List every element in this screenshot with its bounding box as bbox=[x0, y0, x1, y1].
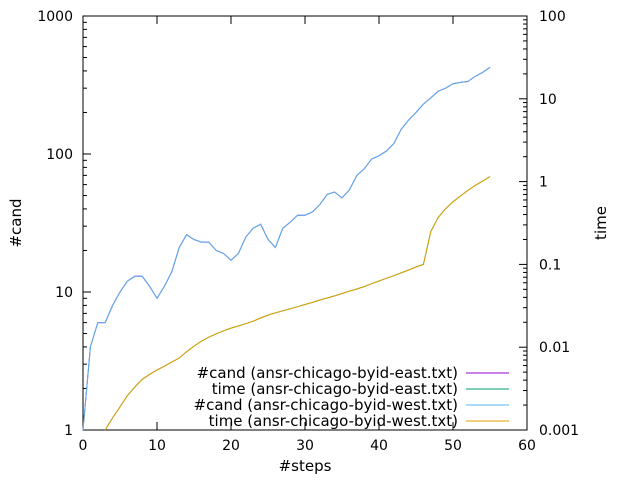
x-tick-label: 60 bbox=[518, 438, 536, 454]
y-axis-title: #cand bbox=[7, 198, 25, 247]
x-tick-label: 50 bbox=[444, 438, 462, 454]
x-tick-label: 10 bbox=[148, 438, 166, 454]
x-tick-label: 30 bbox=[296, 438, 314, 454]
y2-tick-label: 0.01 bbox=[539, 340, 570, 356]
y-tick-label: 1000 bbox=[37, 9, 73, 25]
legend-label: time (ansr-chicago-byid-west.txt) bbox=[209, 412, 458, 430]
y-axis-ticks: 1 10 100 1000 bbox=[37, 9, 91, 439]
y2-axis-ticks: 0.001 0.01 0.1 1 10 100 bbox=[519, 9, 579, 439]
y2-tick-label: 10 bbox=[539, 92, 557, 108]
series-line-2 bbox=[82, 66, 491, 431]
legend-label: #cand (ansr-chicago-byid-east.txt) bbox=[197, 364, 458, 382]
x-axis-ticks: 0 10 20 30 40 50 60 bbox=[79, 16, 536, 454]
y2-tick-label: 1 bbox=[539, 175, 548, 191]
y2-tick-label: 100 bbox=[539, 9, 566, 25]
y-tick-label: 100 bbox=[46, 147, 73, 163]
x-tick-label: 20 bbox=[222, 438, 240, 454]
y2-tick-label: 0.1 bbox=[539, 257, 561, 273]
x-tick-label: 0 bbox=[79, 438, 88, 454]
series-line-3 bbox=[104, 176, 491, 431]
legend-label: #cand (ansr-chicago-byid-west.txt) bbox=[194, 396, 459, 414]
series-lines bbox=[82, 66, 491, 431]
x-tick-label: 40 bbox=[370, 438, 388, 454]
y-tick-label: 10 bbox=[55, 285, 73, 301]
y-tick-label: 1 bbox=[64, 423, 73, 439]
legend-label: time (ansr-chicago-byid-east.txt) bbox=[212, 380, 458, 398]
y2-axis-title: time bbox=[592, 206, 610, 240]
y2-tick-label: 0.001 bbox=[539, 423, 579, 439]
x-axis-title: #steps bbox=[279, 457, 332, 475]
legend: #cand (ansr-chicago-byid-east.txt)time (… bbox=[194, 364, 509, 430]
